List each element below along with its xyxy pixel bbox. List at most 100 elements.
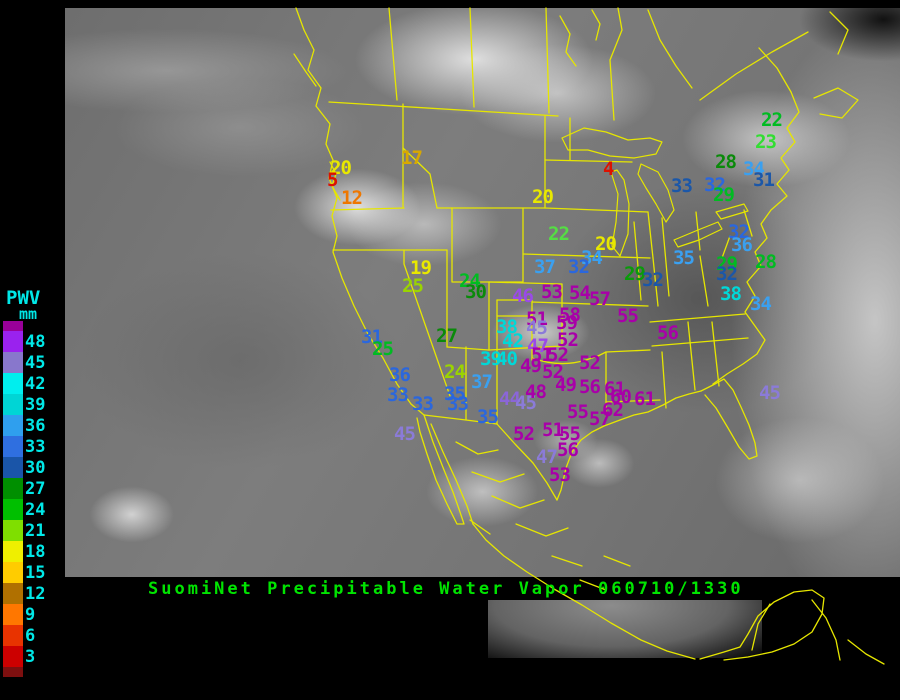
legend-cap-bottom-swatch	[3, 667, 23, 677]
station-pwv-value: 19	[410, 257, 432, 279]
station-pwv-value: 52	[557, 329, 579, 351]
legend-label: 45	[25, 352, 46, 373]
station-pwv-value: 51	[526, 308, 548, 330]
station-pwv-value: 36	[731, 234, 753, 256]
station-pwv-value: 32	[568, 256, 590, 278]
station-pwv-value: 32	[716, 263, 738, 285]
station-pwv-value: 53	[541, 281, 563, 303]
title-band	[0, 577, 900, 600]
legend-row: 30	[3, 457, 45, 478]
station-pwv-value: 59	[556, 312, 578, 334]
legend-row: 9	[3, 604, 45, 625]
station-pwv-value: 45	[526, 317, 548, 339]
legend-row: 42	[3, 373, 45, 394]
station-pwv-value: 24	[459, 270, 481, 292]
station-pwv-value: 30	[465, 281, 487, 303]
legend-swatch	[3, 352, 23, 373]
legend-row: 36	[3, 415, 45, 436]
legend-label: 15	[25, 562, 46, 583]
legend-row: 33	[3, 436, 45, 457]
station-pwv-value: 33	[671, 175, 693, 197]
legend-row: 48	[3, 331, 45, 352]
station-pwv-value: 57	[589, 288, 611, 310]
station-pwv-value: 32	[642, 269, 664, 291]
legend-swatch	[3, 583, 23, 604]
station-pwv-value: 56	[557, 439, 579, 461]
station-pwv-value: 28	[755, 251, 777, 273]
station-pwv-value: 28	[715, 151, 737, 173]
legend-label: 21	[25, 520, 46, 541]
station-pwv-value: 34	[581, 247, 603, 269]
station-pwv-value: 37	[471, 371, 493, 393]
station-pwv-value: 40	[496, 348, 518, 370]
legend-swatch	[3, 478, 23, 499]
station-pwv-value: 47	[527, 335, 549, 357]
station-pwv-value: 32	[728, 221, 750, 243]
station-pwv-value: 61	[634, 388, 656, 410]
station-pwv-value: 17	[401, 147, 423, 169]
legend-row: 21	[3, 520, 45, 541]
station-pwv-value: 36	[389, 364, 411, 386]
legend-label: 9	[25, 604, 36, 625]
station-pwv-value: 4	[603, 158, 614, 180]
station-pwv-value: 55	[567, 401, 589, 423]
station-pwv-value: 35	[477, 406, 499, 428]
station-pwv-value: 38	[496, 316, 518, 338]
station-pwv-value: 27	[436, 325, 458, 347]
legend-row: 27	[3, 478, 45, 499]
station-pwv-value: 48	[525, 381, 547, 403]
legend-label: 18	[25, 541, 46, 562]
legend-swatch	[3, 541, 23, 562]
station-pwv-value: 45	[515, 392, 537, 414]
satellite-image	[65, 8, 900, 577]
legend-label: 3	[25, 646, 36, 667]
station-pwv-value: 23	[755, 131, 777, 153]
legend-label: 36	[25, 415, 46, 436]
station-pwv-value: 51	[531, 344, 553, 366]
legend-row: 18	[3, 541, 45, 562]
station-pwv-value: 60	[610, 386, 632, 408]
station-pwv-value: 52	[579, 352, 601, 374]
station-pwv-value: 25	[402, 275, 424, 297]
station-pwv-value: 42	[502, 330, 524, 352]
legend-row: 6	[3, 625, 45, 646]
station-pwv-value: 31	[753, 169, 775, 191]
legend-swatch	[3, 520, 23, 541]
legend-label: 30	[25, 457, 46, 478]
legend-swatch	[3, 604, 23, 625]
station-pwv-value: 34	[743, 158, 765, 180]
legend-label: 27	[25, 478, 46, 499]
station-pwv-value: 51	[542, 419, 564, 441]
legend-swatch	[3, 562, 23, 583]
legend-row: 24	[3, 499, 45, 520]
legend-swatch	[3, 373, 23, 394]
station-pwv-value: 20	[595, 233, 617, 255]
station-pwv-value: 37	[534, 256, 556, 278]
station-pwv-value: 57	[589, 408, 611, 430]
station-pwv-value: 47	[536, 446, 558, 468]
legend-unit: mm	[19, 305, 38, 323]
station-pwv-value: 38	[720, 283, 742, 305]
legend-label: 6	[25, 625, 36, 646]
legend-swatch	[3, 436, 23, 457]
station-pwv-value: 62	[602, 399, 624, 421]
legend-label: 12	[25, 583, 46, 604]
station-pwv-value: 55	[617, 305, 639, 327]
legend-swatch	[3, 394, 23, 415]
station-pwv-value: 25	[372, 338, 394, 360]
station-pwv-value: 45	[394, 423, 416, 445]
station-pwv-value: 49	[520, 355, 542, 377]
legend-row: 3	[3, 646, 45, 667]
product-title: SuomiNet Precipitable Water Vapor 060710…	[148, 579, 744, 599]
station-pwv-value: 46	[512, 285, 534, 307]
legend-label: 48	[25, 331, 46, 352]
legend-swatch	[3, 499, 23, 520]
legend-row: 12	[3, 583, 45, 604]
legend-swatch	[3, 457, 23, 478]
station-pwv-value: 12	[341, 187, 363, 209]
satellite-image-south	[488, 600, 762, 658]
legend-label: 39	[25, 394, 46, 415]
station-pwv-value: 52	[547, 344, 569, 366]
